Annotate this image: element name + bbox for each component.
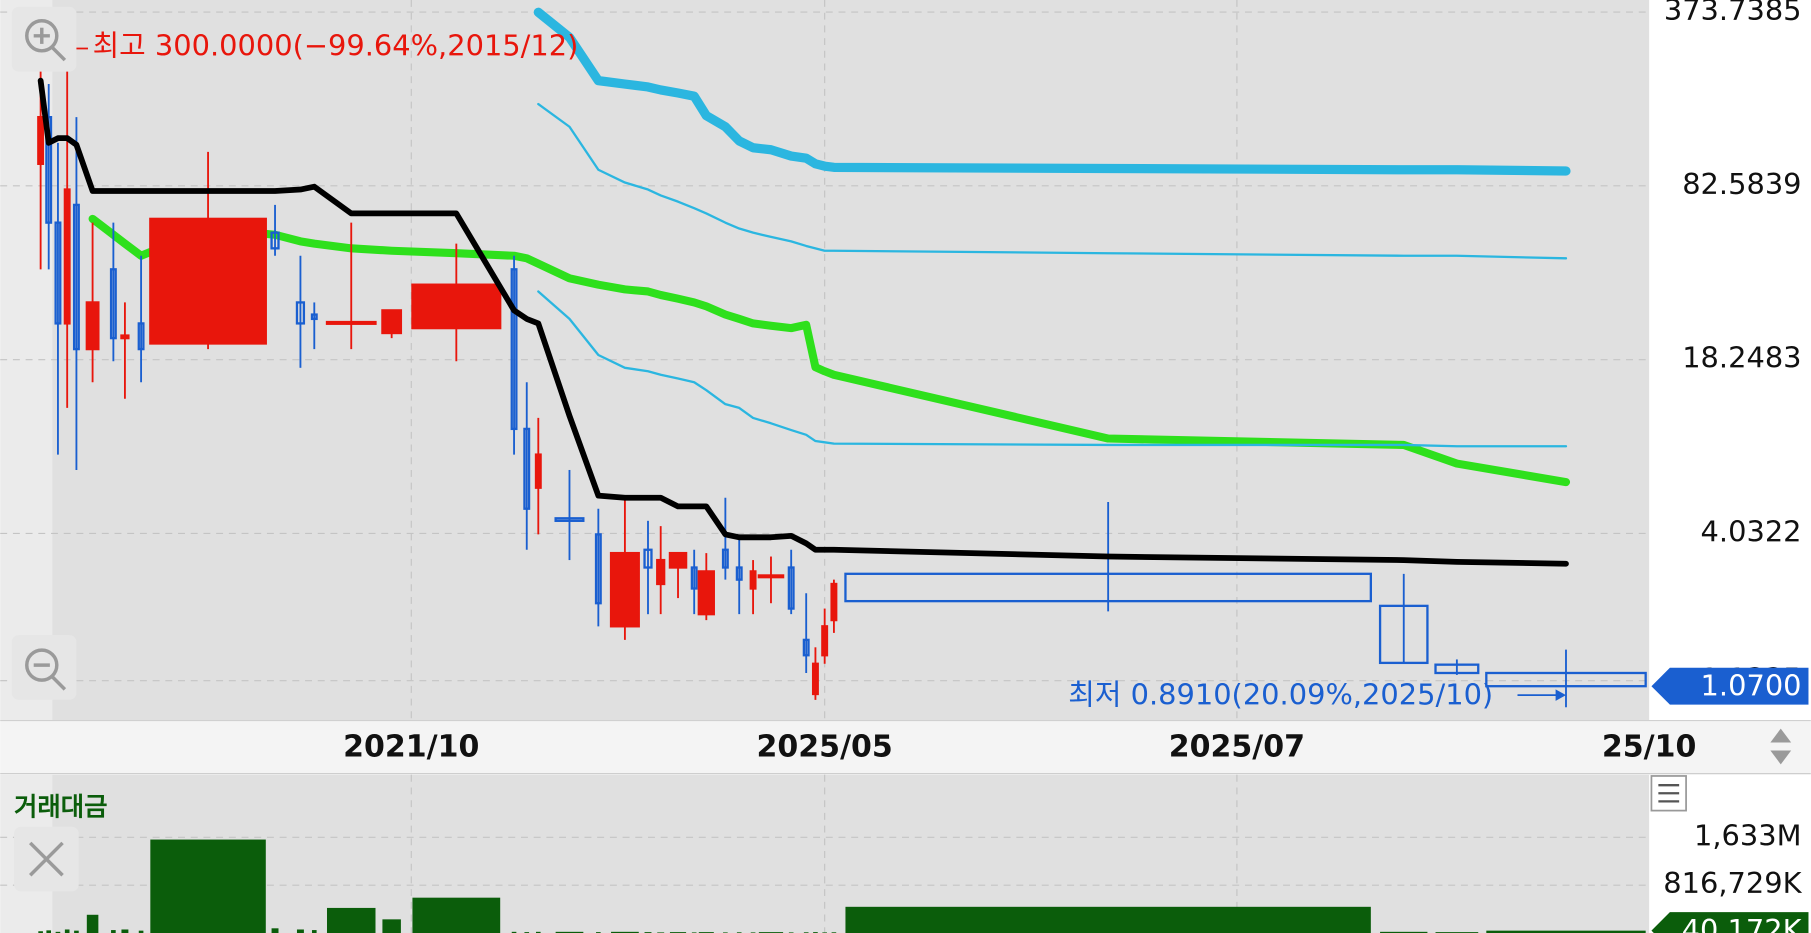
x-tick-label: 2025/07 [1169,730,1305,765]
candle-body [381,309,403,335]
candle-body [411,283,502,330]
last-price-tag [1651,667,1809,705]
candle-body [735,566,743,581]
candle-body [594,533,602,605]
candle-body [1485,671,1647,688]
bar [86,914,99,933]
bar [311,930,317,933]
candle-body [149,217,267,345]
plot-area [52,0,1650,721]
candle-body [668,551,688,569]
bar [511,931,517,933]
bar [55,931,61,933]
y-tick-label: 82.5839 [1682,167,1801,201]
y-tick-label: 373.7385 [1664,0,1802,27]
candle-body [697,570,715,616]
indicator-line [533,7,1571,176]
bar [138,930,144,933]
bar [412,897,501,933]
last-value-tag [1651,912,1809,933]
bar [326,907,376,933]
x-axis-strip [0,720,1811,774]
candle-body [609,551,640,628]
candle-body [1378,604,1429,665]
candle-body [643,548,653,569]
volume-area [52,774,1650,933]
bar [1486,930,1646,933]
candle-body [54,221,62,325]
y-tick-label: 18.2483 [1682,341,1801,375]
candle-body [656,558,666,586]
candle-body [85,301,100,351]
candle-body [844,572,1372,603]
bar [1380,931,1428,933]
bar [38,931,43,933]
x-tick-label: 25/10 [1602,730,1697,765]
last-price-label: 1.0700 [1701,668,1802,702]
candle-body [109,268,117,340]
candle-body [690,566,698,590]
y-tick-label: 816,729K [1663,866,1802,900]
candle-body [45,115,53,224]
candle-body [787,566,795,610]
candle-body [137,322,145,351]
candle-body [270,231,280,250]
close-panel-button[interactable] [14,826,79,892]
bar [845,906,1371,933]
candle-body [721,548,729,569]
bar [46,930,52,933]
y-tick-label: 4.0322 [1701,514,1802,548]
candle-body [554,517,585,522]
candle-body [295,301,306,325]
bar [64,929,70,933]
candle-body [821,625,829,657]
bar [535,931,541,933]
y-tick-label: 1,633M [1694,818,1802,852]
high-annotation: 최고 300.0000(−99.64%,2015/12) [93,28,579,62]
candle-body [811,662,819,696]
bar [111,930,116,933]
candle-body [72,203,80,351]
candle-body [757,574,785,579]
candle-body [830,582,838,622]
candle-body [37,115,45,165]
annotation-arrow [1555,689,1566,701]
candle-body [534,453,542,489]
bar [555,931,584,933]
bar [74,930,79,933]
candle-body [523,427,531,510]
bar [121,929,129,933]
bar [271,928,279,933]
indicator-line [537,290,1568,448]
indicator-line [537,102,1568,260]
bar [296,929,304,933]
candle-body [1434,663,1480,675]
x-tick-label: 2025/05 [757,730,893,765]
candle-body [63,188,71,325]
candle-body [310,313,318,321]
low-annotation: 최저 0.8910(20.09%,2025/10) [1068,677,1493,711]
indicator-line [37,77,1569,567]
candle-body [325,320,377,325]
scroll-arrows[interactable] [1757,722,1809,772]
indicator-line [88,214,1571,487]
panel-menu-button[interactable] [1650,775,1687,812]
panel-title: 거래대금 [14,791,107,821]
candle-body [510,268,518,431]
bar [382,919,401,933]
candle-body [120,334,130,340]
bar [150,839,266,933]
candle-body [749,570,757,590]
zoom-in-button[interactable] [11,6,77,72]
x-tick-label: 2021/10 [343,730,479,765]
candle-body [802,638,810,657]
zoom-out-button[interactable] [11,635,77,700]
bar [611,931,639,933]
last-value-label: 40,172K [1682,913,1803,933]
